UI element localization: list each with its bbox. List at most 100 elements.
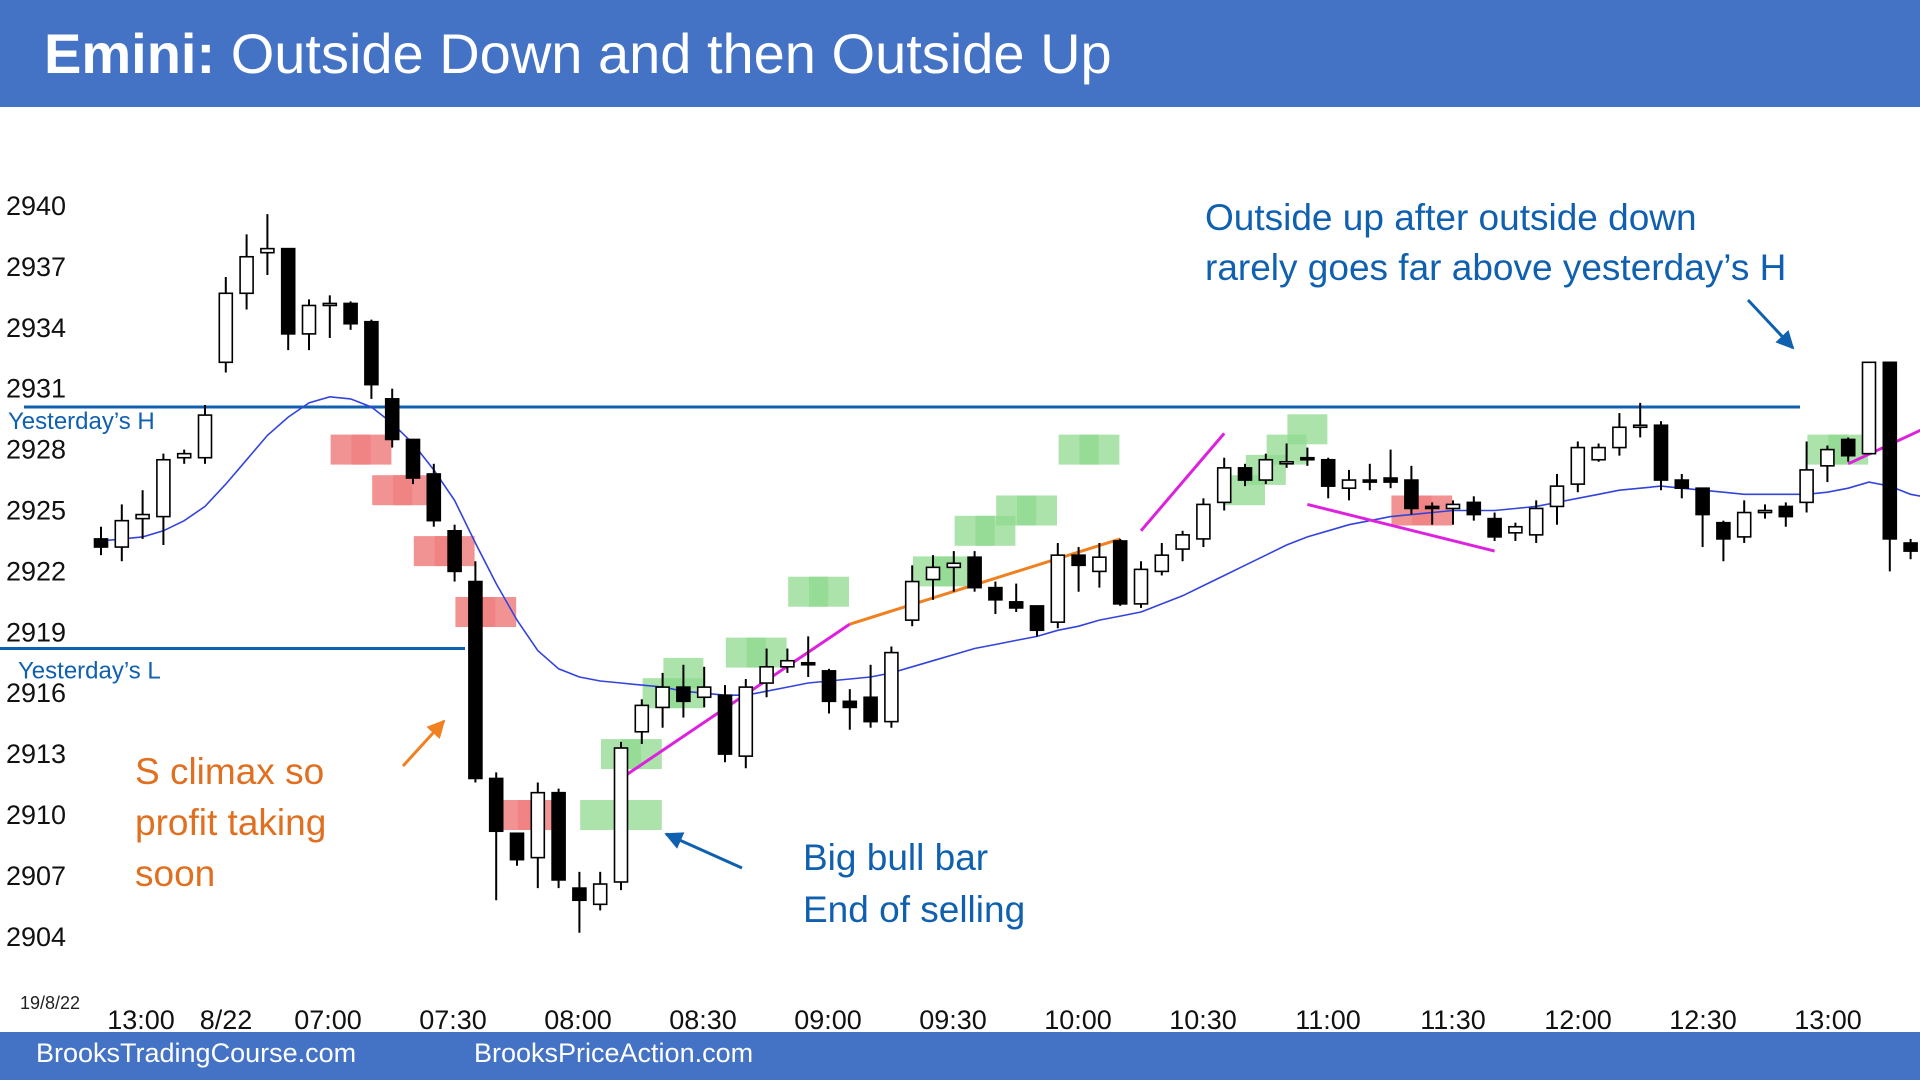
- date-label: 19/8/22: [20, 993, 80, 1013]
- y-tick-label: 2922: [6, 556, 66, 586]
- annotation-arrows: [401, 298, 1795, 870]
- footer-left[interactable]: BrooksTradingCourse.com: [36, 1038, 357, 1068]
- bull-candle: [1736, 511, 1752, 538]
- level-lines: Yesterday’s H Yesterday’s L: [0, 405, 1800, 685]
- y-tick-label: 2928: [6, 435, 66, 465]
- bull-candle: [1612, 426, 1627, 449]
- bear-candle: [676, 686, 691, 703]
- bear-candle: [1840, 438, 1856, 457]
- y-axis: 2940 2937 2934 2931 2928 2925 2922 2919 2916 2913…: [6, 191, 66, 952]
- bear-signal-box: [476, 597, 517, 627]
- x-tick-label: 08:00: [544, 1005, 612, 1032]
- bear-candle: [1404, 479, 1419, 510]
- bull-candle: [1549, 485, 1565, 508]
- bull-candle: [884, 651, 899, 723]
- bear-candle: [800, 661, 816, 666]
- x-tick-label: 12:00: [1544, 1005, 1612, 1032]
- bull-candle: [1591, 446, 1606, 461]
- bear-candle: [1674, 479, 1690, 489]
- bull-candle: [530, 791, 546, 859]
- bull-signal-box: [580, 800, 621, 830]
- bull-candle: [592, 883, 608, 906]
- bear-candle: [1362, 479, 1378, 483]
- bear-candle: [842, 700, 858, 709]
- bear-candle: [1008, 601, 1024, 609]
- title-bar: Emini: Outside Down and then Outside Up: [0, 0, 1920, 107]
- bear-candle: [821, 670, 837, 703]
- x-tick-label: 07:00: [294, 1005, 362, 1032]
- signal-boxes: [330, 414, 1869, 830]
- trend-line: [620, 622, 851, 780]
- bull-candle: [1508, 525, 1523, 534]
- x-tick-label: 13:00: [1794, 1005, 1862, 1032]
- bear-candle: [967, 556, 982, 589]
- footer-right[interactable]: BrooksPriceAction.com: [474, 1038, 754, 1068]
- bull-candle: [1445, 503, 1461, 510]
- bear-signal-box: [351, 434, 392, 465]
- bear-candle: [280, 247, 296, 335]
- y-tick-label: 2913: [6, 739, 66, 769]
- arrow-outside-up: [1746, 298, 1795, 350]
- bull-candle: [197, 414, 213, 459]
- x-tick-label: 8/22: [200, 1005, 253, 1032]
- bull-candle: [1154, 554, 1170, 573]
- yesterday-high-label: Yesterday’s H: [8, 408, 155, 435]
- bull-candle: [1196, 503, 1211, 540]
- bear-candle: [1778, 505, 1794, 518]
- bear-candle: [1320, 458, 1336, 487]
- bull-candle: [696, 686, 712, 699]
- bear-candle: [717, 694, 733, 755]
- page-title: Emini: Outside Down and then Outside Up: [44, 14, 1112, 94]
- bear-candle: [509, 832, 525, 861]
- bear-candle: [572, 887, 587, 902]
- candles: [93, 214, 1918, 933]
- bear-candle: [1300, 456, 1315, 461]
- bull-candle: [1861, 361, 1877, 455]
- bull-candle: [1050, 554, 1066, 623]
- bull-candle: [946, 562, 962, 569]
- bull-candle: [1175, 534, 1190, 550]
- bull-candle: [904, 580, 920, 621]
- x-tick-label: 09:00: [794, 1005, 862, 1032]
- bear-candle: [426, 473, 442, 522]
- title-bold: Emini:: [44, 22, 216, 85]
- bear-candle: [1716, 521, 1731, 540]
- bull-candle: [655, 686, 670, 709]
- trend-line: [1139, 432, 1226, 532]
- x-tick-label: 12:30: [1669, 1005, 1737, 1032]
- title-rest: Outside Down and then Outside Up: [230, 22, 1112, 85]
- bear-candle: [1029, 605, 1045, 632]
- x-tick-label: 13:00: [107, 1005, 175, 1032]
- bull-candle: [135, 513, 150, 520]
- bull-candle: [634, 704, 650, 733]
- bull-candle: [239, 255, 254, 295]
- bull-candle: [738, 686, 754, 757]
- bear-candle: [1653, 424, 1669, 481]
- annotation-outside-up-line1: Outside up after outside down: [1205, 197, 1697, 238]
- y-tick-label: 2931: [6, 374, 66, 404]
- bear-candle: [1071, 554, 1086, 567]
- bull-signal-box: [1287, 414, 1328, 445]
- y-tick-label: 2919: [6, 617, 66, 647]
- bull-signal-box: [809, 576, 849, 607]
- y-tick-label: 2937: [6, 252, 66, 282]
- annotation-big-bull-bar-line1: Big bull bar: [803, 837, 988, 878]
- bull-candle: [1570, 446, 1586, 485]
- annotation-outside-up-line2: rarely goes far above yesterday’s H: [1205, 247, 1786, 288]
- bull-candle: [1632, 424, 1648, 429]
- bull-candle: [260, 247, 275, 254]
- x-tick-label: 07:30: [419, 1005, 487, 1032]
- bear-candle: [1424, 505, 1440, 510]
- y-tick-label: 2940: [6, 191, 66, 221]
- bull-candle: [176, 452, 192, 459]
- y-tick-label: 2904: [6, 922, 66, 952]
- x-tick-label: 10:30: [1169, 1005, 1237, 1032]
- bear-candle: [1487, 517, 1502, 538]
- x-tick-label: 08:30: [669, 1005, 737, 1032]
- bull-candle: [1279, 460, 1294, 465]
- annotation-big-bull-bar-line2: End of selling: [803, 889, 1025, 930]
- x-tick-label: 11:30: [1420, 1005, 1486, 1032]
- bull-candle: [1258, 458, 1274, 481]
- bull-candle: [613, 747, 629, 883]
- bull-candle: [218, 292, 234, 364]
